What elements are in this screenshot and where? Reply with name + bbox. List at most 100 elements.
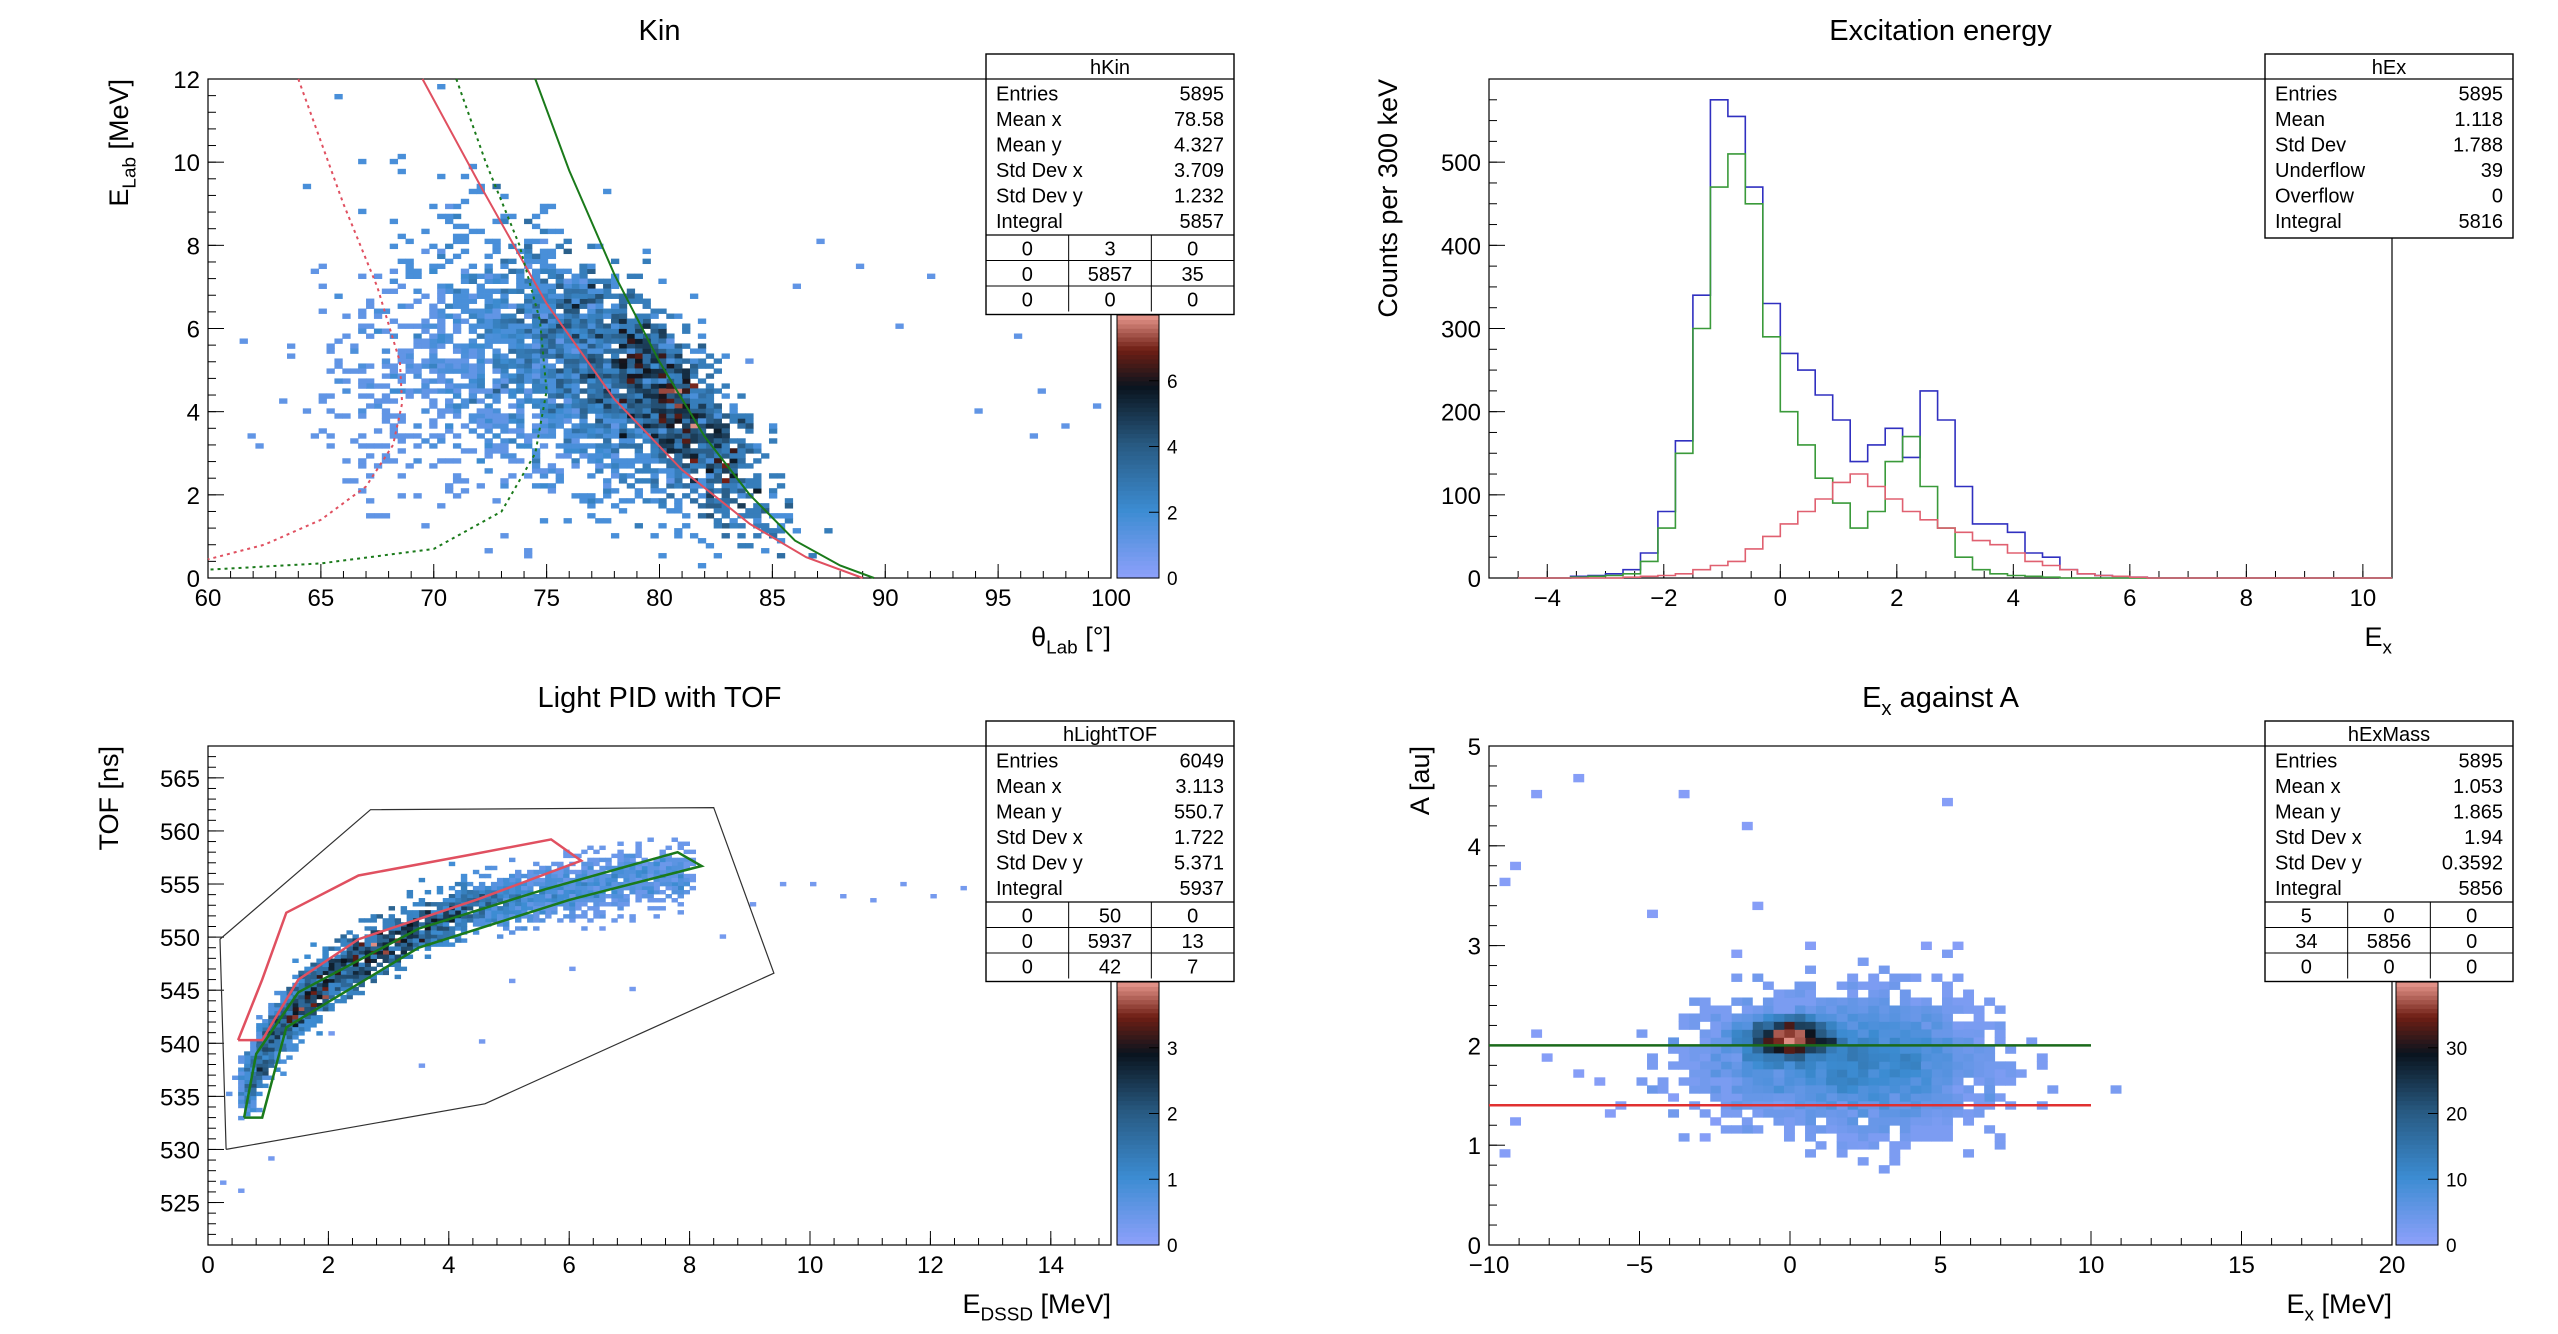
heatmap-cell	[563, 318, 572, 324]
heatmap-cell	[658, 328, 667, 334]
heatmap-cell	[595, 413, 604, 419]
heatmap-cell	[1868, 1117, 1880, 1126]
heatmap-cell	[659, 898, 666, 903]
heatmap-cell	[476, 318, 485, 324]
heatmap-cell	[571, 313, 580, 319]
heatmap-cell	[626, 398, 636, 404]
heatmap-cell	[382, 954, 389, 959]
x-tick-label: 4	[442, 1252, 455, 1279]
heatmap-cell	[484, 343, 493, 349]
heatmap-cell	[653, 877, 660, 883]
heatmap-cell	[1899, 1077, 1911, 1086]
palette-cell	[1117, 1170, 1159, 1176]
heatmap-cell	[524, 358, 533, 364]
heatmap-cell	[603, 393, 612, 399]
heatmap-cell	[388, 906, 396, 911]
heatmap-cell	[1805, 1077, 1816, 1086]
heatmap-cell	[533, 894, 540, 899]
heatmap-cell	[429, 388, 438, 394]
stats-value: 5857	[1180, 211, 1225, 233]
heatmap-cell	[547, 283, 557, 289]
heatmap-cell	[429, 268, 438, 275]
heatmap-cell	[689, 873, 697, 879]
heatmap-cell	[626, 318, 636, 324]
heatmap-cell	[1868, 1141, 1880, 1150]
heatmap-cell	[563, 403, 572, 409]
heatmap-cell	[238, 1059, 245, 1064]
heatmap-cell	[1857, 1125, 1869, 1134]
heatmap-cell	[547, 303, 557, 309]
heatmap-cell	[677, 889, 684, 895]
heatmap-cell	[571, 358, 580, 364]
heatmap-cell	[1647, 1085, 1658, 1094]
heatmap-cell	[545, 902, 552, 907]
heatmap-cell	[545, 873, 552, 879]
heatmap-cell	[745, 413, 754, 419]
y-tick-label: 0	[1468, 1233, 1481, 1260]
heatmap-cell	[579, 343, 588, 349]
heatmap-cell	[524, 303, 533, 309]
x-tick-label: −4	[1534, 585, 1561, 612]
heatmap-cell	[647, 906, 654, 911]
heatmap-cell	[521, 906, 528, 911]
heatmap-cell	[551, 861, 558, 867]
heatmap-cell	[1836, 1149, 1848, 1158]
heatmap-cell	[328, 958, 335, 963]
heatmap-cell	[322, 966, 329, 972]
heatmap-cell	[721, 423, 730, 429]
y-tick-label: 400	[1441, 233, 1481, 260]
heatmap-cell	[340, 934, 347, 939]
heatmap-cell	[484, 408, 493, 414]
heatmap-cell	[334, 338, 343, 344]
heatmap-cell	[563, 894, 570, 899]
heatmap-cell	[436, 934, 444, 939]
heatmap-cell	[1984, 1125, 1996, 1134]
heatmap-cell	[642, 363, 651, 369]
stats-label: Integral	[2275, 211, 2342, 233]
heatmap-cell	[674, 403, 683, 409]
heatmap-cell	[413, 268, 422, 275]
heatmap-cell	[280, 1019, 287, 1024]
pid-gate-0	[219, 806, 775, 1150]
heatmap-cell	[650, 428, 659, 434]
heatmap-cell	[1899, 1093, 1911, 1102]
heatmap-cell	[569, 966, 576, 972]
heatmap-cell	[366, 473, 375, 479]
heatmap-cell	[1973, 1037, 1985, 1046]
heatmap-cell	[658, 498, 667, 504]
heatmap-cell	[571, 378, 580, 384]
heatmap-cell	[713, 463, 722, 469]
palette-cell	[2396, 1052, 2438, 1058]
heatmap-cell	[618, 368, 628, 374]
heatmap-cell	[316, 982, 323, 988]
heatmap-cell	[524, 323, 533, 329]
heatmap-cell	[599, 877, 606, 883]
heatmap-cell	[322, 994, 329, 1000]
heatmap-cell	[413, 323, 422, 329]
heatmap-cell	[674, 533, 683, 539]
heatmap-cell	[626, 373, 636, 379]
heatmap-cell	[1826, 1005, 1838, 1014]
heatmap-cell	[1720, 1021, 1732, 1030]
heatmap-cell	[496, 894, 504, 899]
heatmap-cell	[1836, 1069, 1848, 1078]
heatmap-cell	[1815, 1125, 1827, 1134]
y-axis-label: Counts per 300 keV	[1373, 79, 1403, 318]
heatmap-cell	[460, 198, 470, 205]
heatmap-cell	[729, 463, 738, 469]
heatmap-cell	[634, 378, 643, 384]
palette-cell	[2396, 1087, 2438, 1093]
heatmap-cell	[677, 910, 684, 915]
heatmap-cell	[1952, 1021, 1964, 1030]
y-tick-label: 300	[1441, 317, 1481, 344]
heatmap-cell	[641, 873, 648, 879]
heatmap-cell	[666, 373, 675, 379]
heatmap-cell	[658, 438, 667, 444]
chart-title: Excitation energy	[1829, 15, 2052, 47]
heatmap-cell	[665, 845, 672, 851]
heatmap-cell	[437, 458, 446, 464]
heatmap-cell	[516, 443, 525, 449]
heatmap-cell	[539, 298, 549, 304]
heatmap-cell	[445, 203, 454, 210]
heatmap-cell	[508, 258, 517, 265]
